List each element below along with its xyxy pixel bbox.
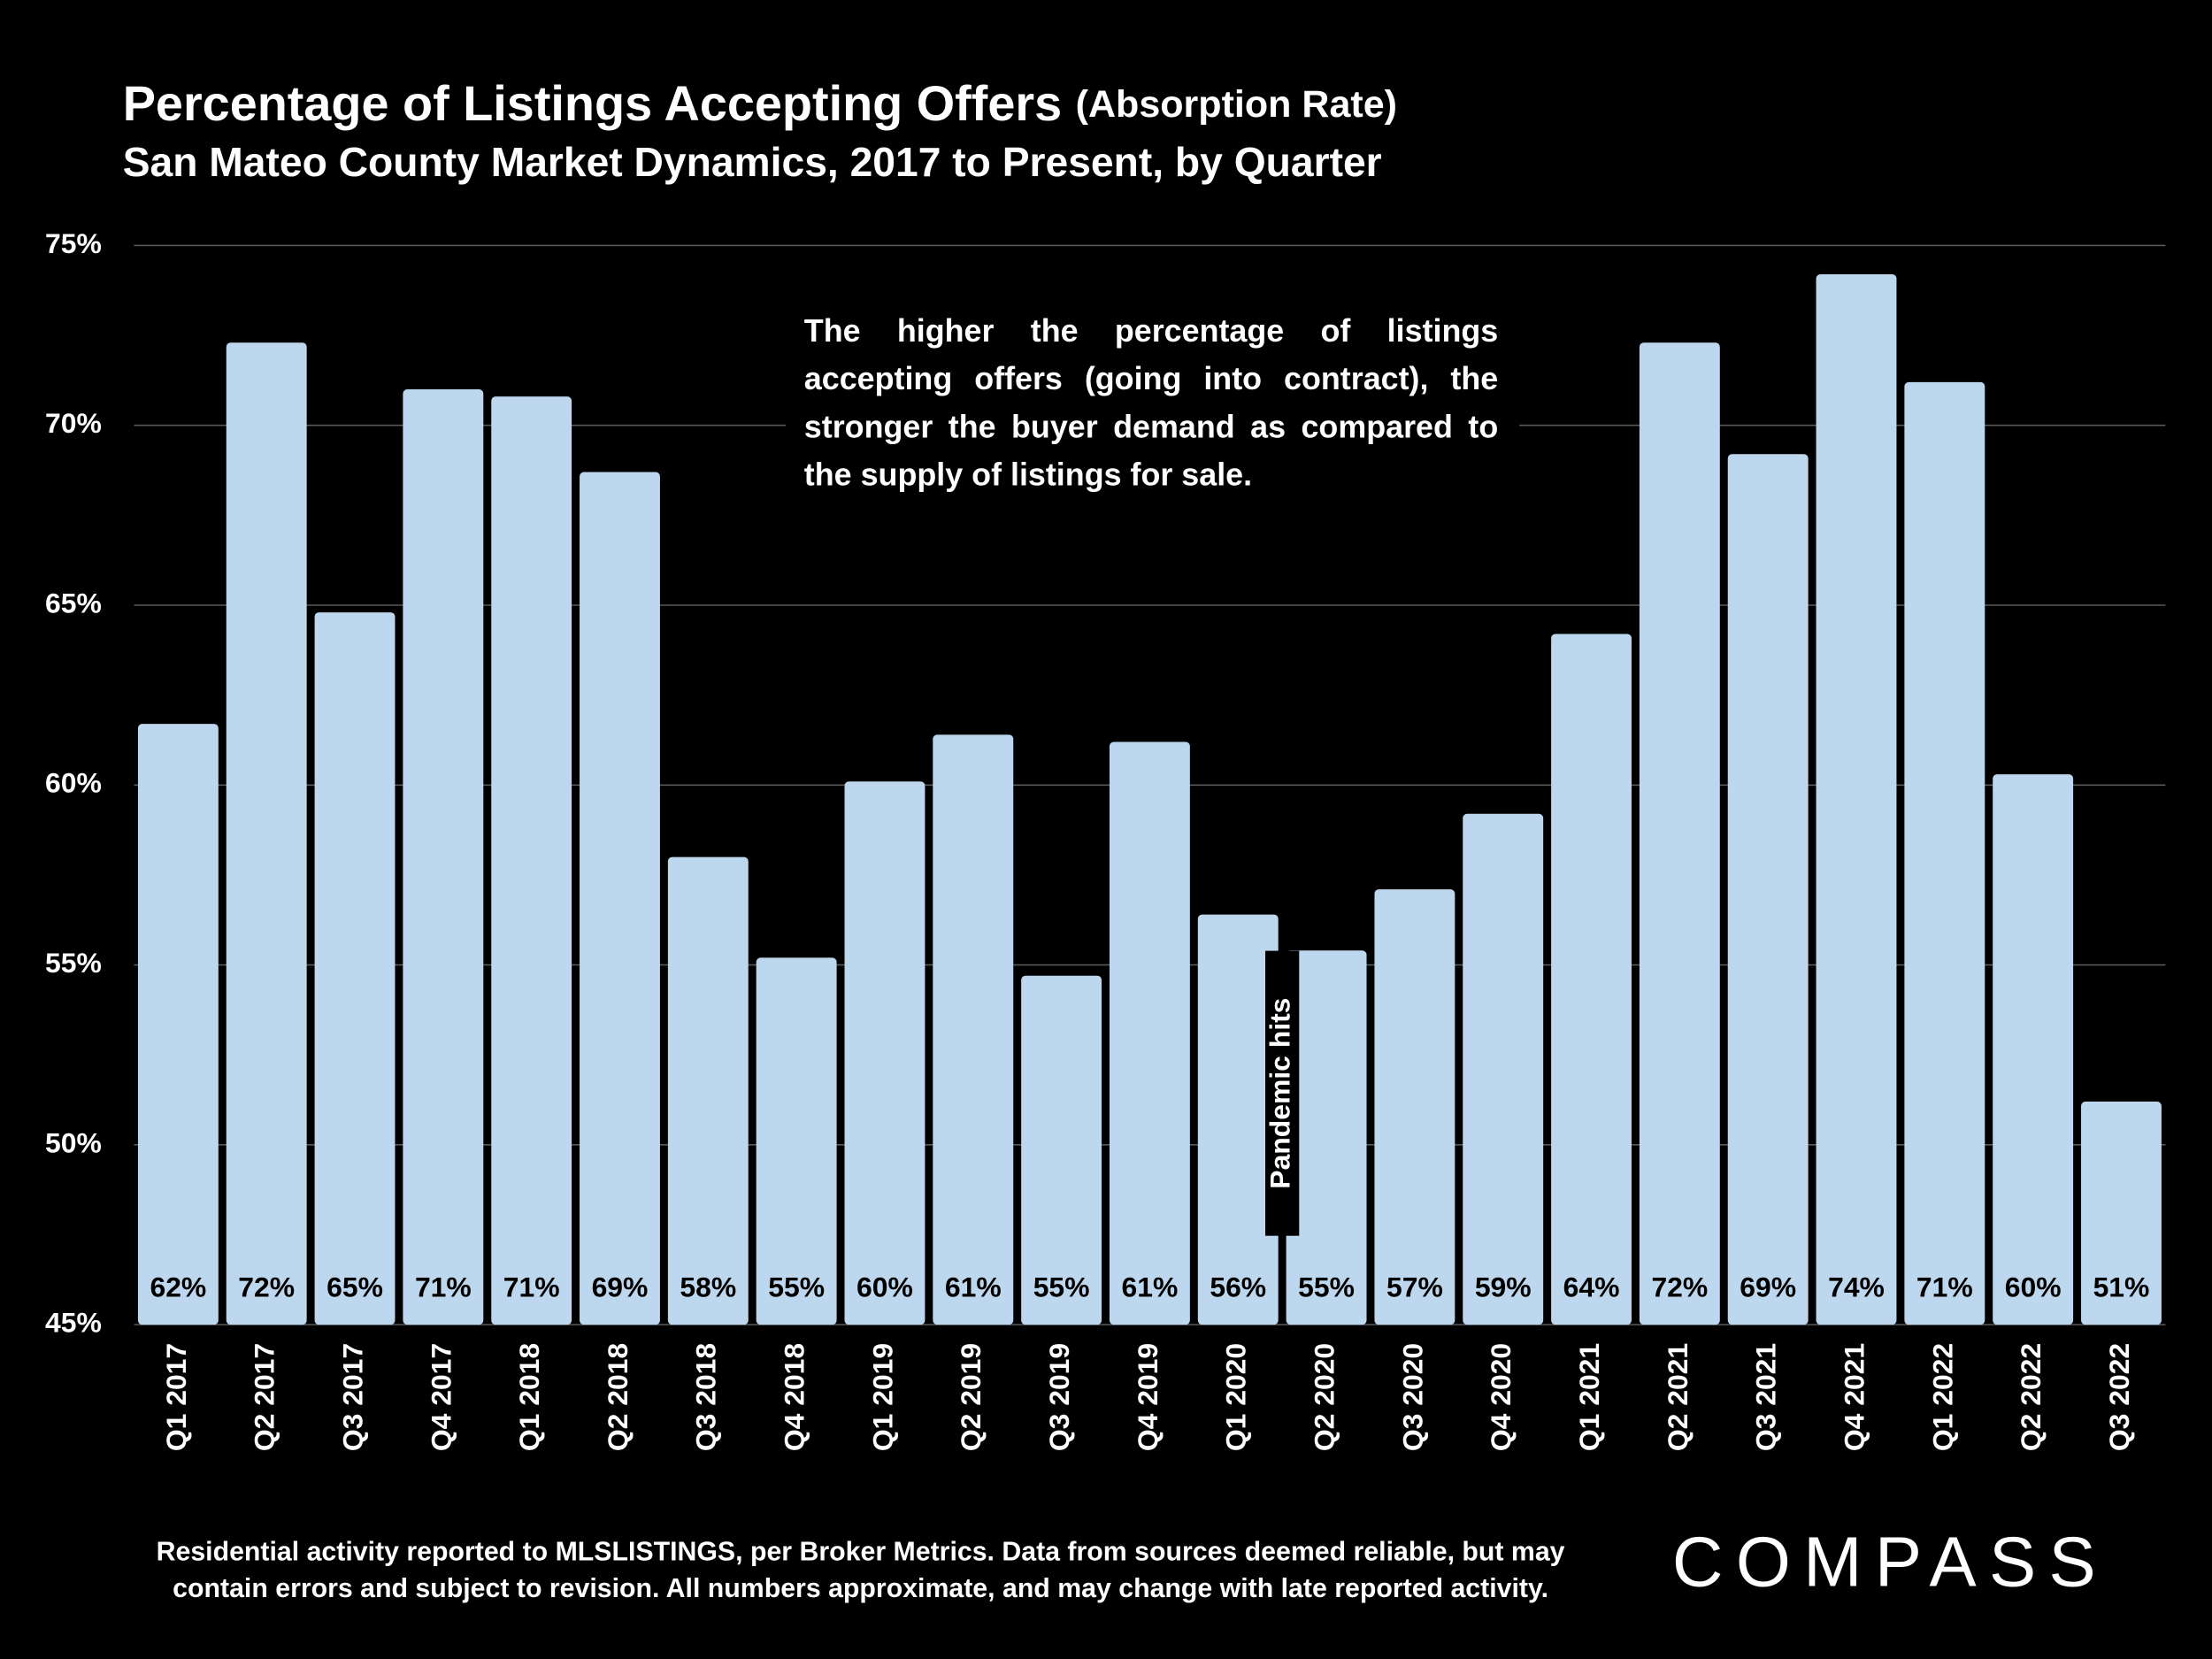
value-label: 59%	[1475, 1271, 1532, 1303]
value-label: 61%	[1122, 1271, 1179, 1303]
x-tick-label: Q3 2017	[336, 1343, 368, 1451]
value-label: 57%	[1386, 1271, 1443, 1303]
x-tick-label: Q1 2018	[513, 1343, 545, 1451]
bar	[1286, 950, 1367, 1325]
x-tick-label: Q2 2021	[1662, 1343, 1694, 1451]
x-tick-label: Q4 2020	[1485, 1343, 1517, 1451]
plot-area: 45% 50% 55% 60% 65% 70% 75% The higher the perc…	[45, 227, 2166, 1451]
y-tick-label: 50%	[45, 1126, 102, 1158]
x-tick-label: Q1 2022	[1926, 1343, 1958, 1451]
value-label: 55%	[1033, 1271, 1090, 1303]
value-label: 55%	[1298, 1271, 1355, 1303]
title-main: Percentage of Listings Accepting Offers	[123, 75, 1062, 131]
bar	[1021, 975, 1102, 1325]
bar	[1463, 813, 1544, 1325]
value-label: 69%	[1740, 1271, 1796, 1303]
value-label: 65%	[326, 1271, 383, 1303]
annotation: The higher the percentage of listings ac…	[803, 312, 1499, 493]
annotation-box: The higher the percentage of listings ac…	[803, 312, 1499, 493]
x-tick-label: Q1 2017	[160, 1343, 192, 1451]
value-label: 71%	[1916, 1271, 1973, 1303]
x-tick-label: Q4 2017	[425, 1343, 457, 1451]
x-tick-label: Q2 2019	[955, 1343, 987, 1451]
x-tick-label: Q3 2019	[1043, 1343, 1075, 1451]
logo: COMPASS	[1672, 1522, 2108, 1601]
value-label: 51%	[2093, 1271, 2150, 1303]
event-label-background	[1265, 950, 1300, 1236]
y-tick-label: 75%	[45, 227, 102, 259]
bar	[491, 396, 572, 1325]
bar	[1904, 381, 1985, 1325]
footnote: Residential activity reported to MLSLIST…	[157, 1537, 1565, 1566]
x-tick-label: Q1 2021	[1573, 1343, 1605, 1451]
bar	[226, 342, 307, 1325]
value-label: 55%	[768, 1271, 825, 1303]
x-tick-label: Q3 2021	[1750, 1343, 1782, 1451]
title-note: (Absorption Rate)	[1076, 84, 1397, 127]
bar	[580, 472, 660, 1325]
x-tick-label: Q2 2018	[602, 1343, 634, 1451]
bar	[933, 734, 1014, 1325]
value-label: 69%	[592, 1271, 649, 1303]
bar	[1639, 342, 1720, 1325]
value-label: 72%	[238, 1271, 295, 1303]
bar	[1197, 914, 1279, 1325]
x-tick-label: Q4 2021	[1838, 1343, 1870, 1451]
x-tick-label: Q2 2020	[1308, 1343, 1340, 1451]
footnote: contain errors and subject to revision. …	[173, 1574, 1548, 1603]
x-tick-label: Q2 2017	[249, 1343, 280, 1451]
x-tick-label: Q4 2019	[1132, 1343, 1164, 1451]
bar	[844, 781, 926, 1325]
value-label: 74%	[1828, 1271, 1885, 1303]
x-tick-label: Q2 2022	[2015, 1343, 2047, 1451]
bar	[1816, 273, 1897, 1325]
value-label: 61%	[945, 1271, 1002, 1303]
x-tick-label: Q3 2020	[1396, 1343, 1428, 1451]
x-tick-label: Q4 2018	[779, 1343, 810, 1451]
value-label: 72%	[1651, 1271, 1708, 1303]
event-label: Pandemic hits	[1264, 998, 1296, 1189]
chart-title: Percentage of Listings Accepting Offers …	[123, 75, 1397, 131]
bar	[1993, 774, 2074, 1325]
value-label: 60%	[856, 1271, 913, 1303]
bar	[314, 612, 396, 1325]
x-tick-label: Q1 2020	[1220, 1343, 1252, 1451]
bar	[756, 957, 837, 1325]
bar	[1109, 741, 1190, 1325]
annotation-background	[786, 299, 1520, 511]
value-label: 58%	[680, 1271, 736, 1303]
x-tick-label: Q1 2019	[866, 1343, 898, 1451]
bar	[1374, 889, 1455, 1325]
chart-subtitle: San Mateo County Market Dynamics, 2017 t…	[123, 139, 1382, 185]
bar	[667, 856, 749, 1325]
value-label: 64%	[1563, 1271, 1620, 1303]
bar	[137, 724, 219, 1325]
y-tick-label: 60%	[45, 767, 102, 799]
value-label: 60%	[2005, 1271, 2062, 1303]
y-tick-label: 45%	[45, 1307, 102, 1339]
y-tick-label: 65%	[45, 587, 102, 618]
x-tick-label: Q3 2022	[2103, 1343, 2135, 1451]
bar	[2081, 1102, 2162, 1325]
y-tick-label: 70%	[45, 407, 102, 439]
bar	[1727, 454, 1809, 1325]
value-label: 56%	[1210, 1271, 1266, 1303]
y-tick-label: 55%	[45, 947, 102, 979]
value-label: 71%	[503, 1271, 560, 1303]
bar	[1551, 634, 1632, 1325]
x-tick-label: Q3 2018	[690, 1343, 722, 1451]
value-label: 71%	[415, 1271, 472, 1303]
bar	[403, 389, 484, 1325]
value-label: 62%	[150, 1271, 206, 1303]
